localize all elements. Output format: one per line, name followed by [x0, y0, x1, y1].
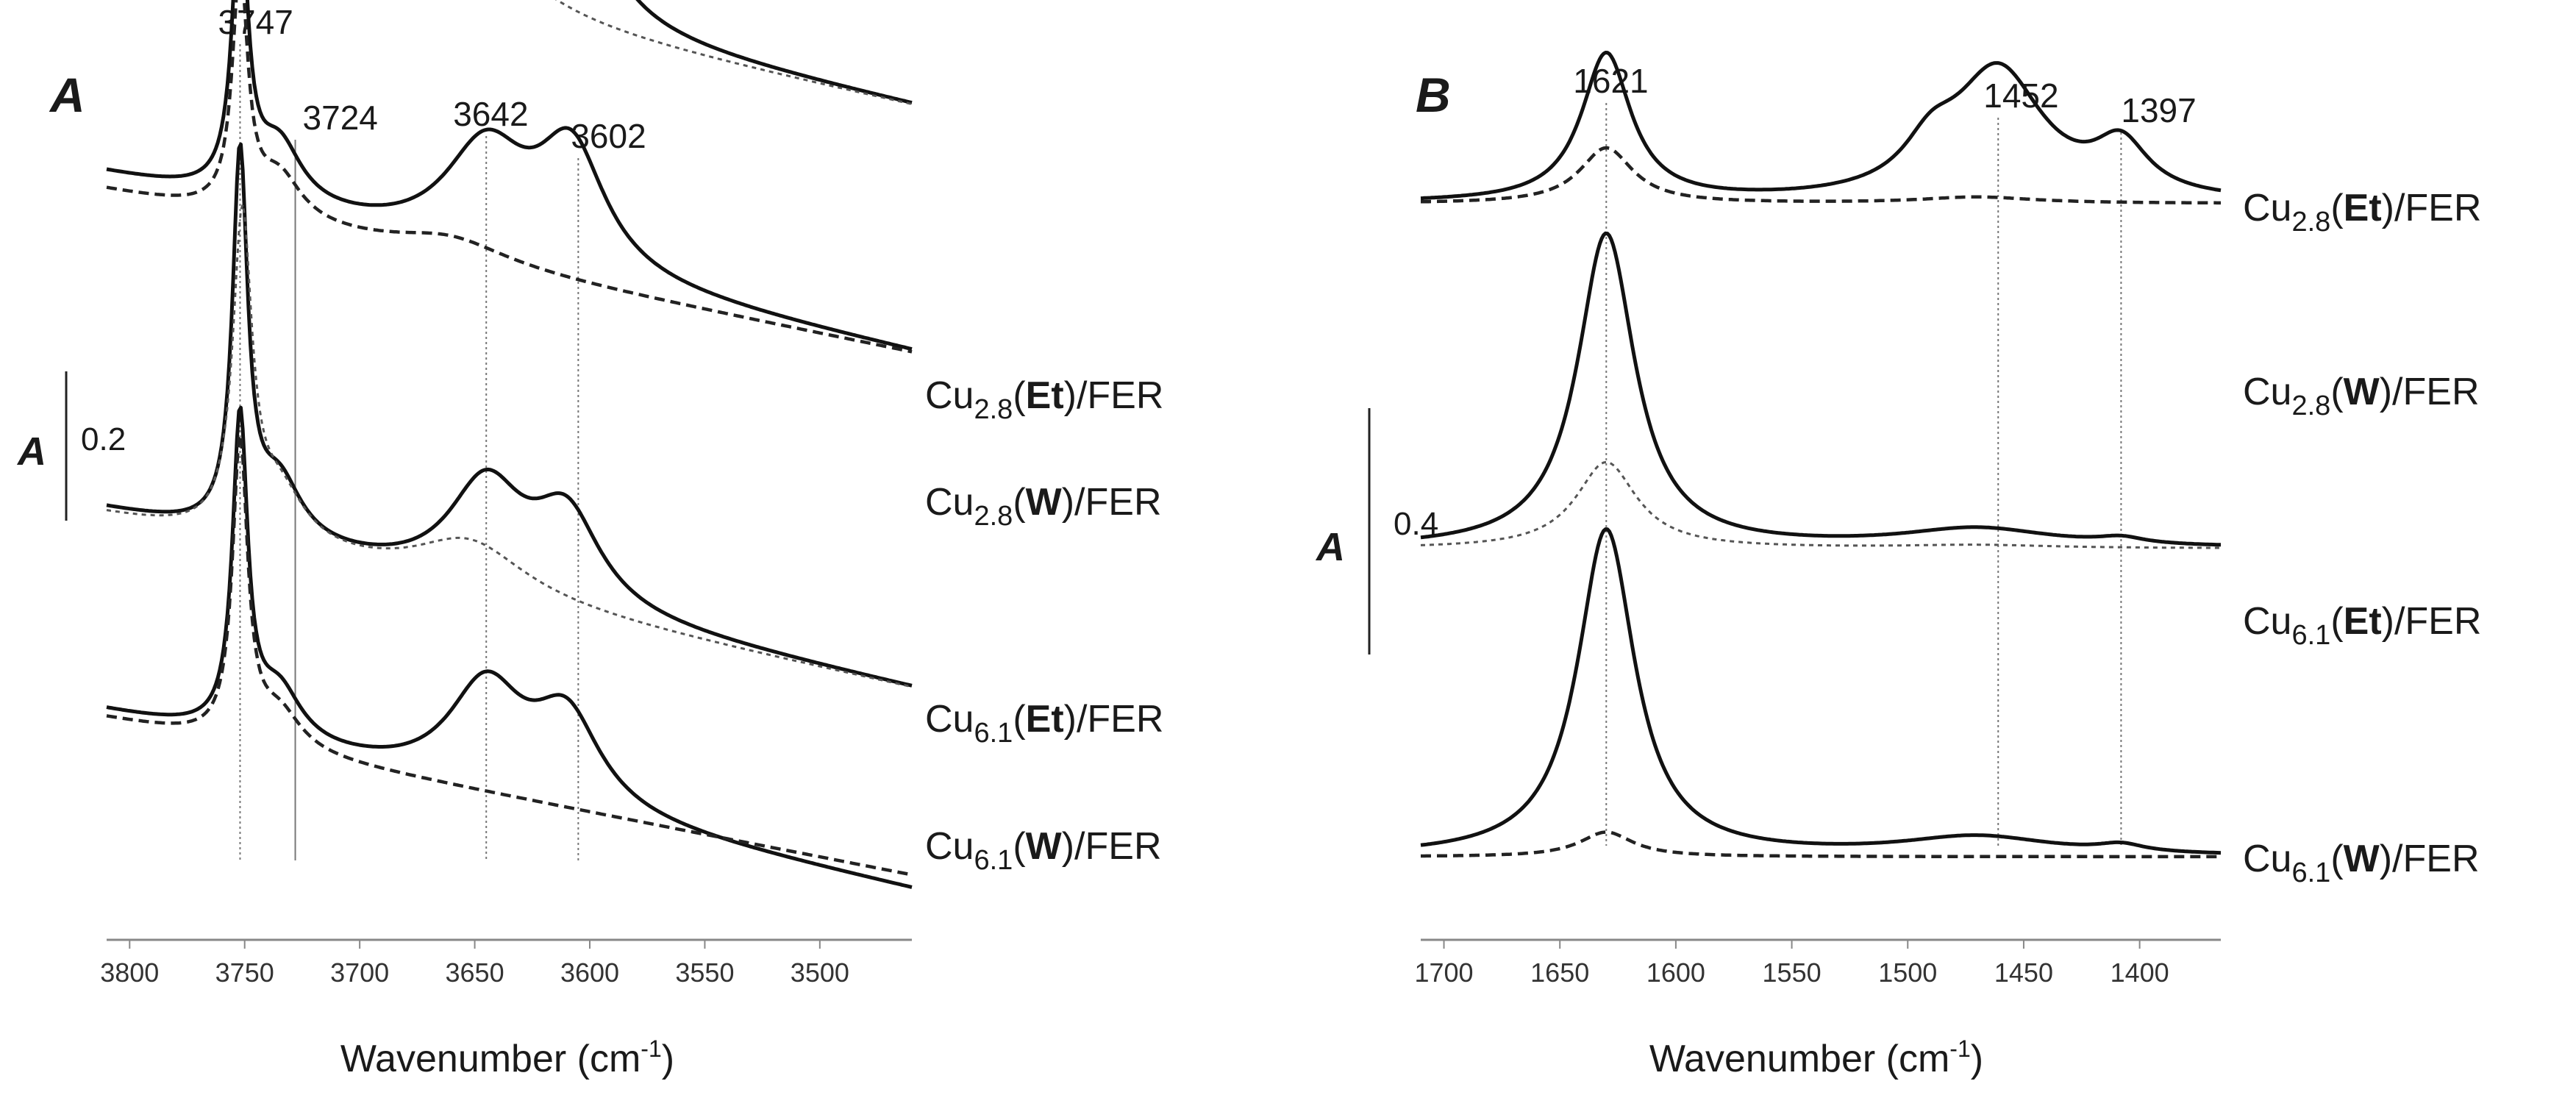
panel-b: B A 0.4 1621 1452 1397 Cu2.8(Et)/FERCu2.8(…	[1315, 51, 2481, 1080]
peak-marker-label: 3724	[303, 99, 378, 137]
series-label: Cu2.8(Et)/FER	[925, 374, 1163, 425]
x-tick-label: 1500	[1878, 957, 1937, 988]
x-tick-label: 3700	[330, 957, 389, 988]
series-label: Cu6.1(Et)/FER	[925, 698, 1163, 749]
panel-a-scale-label: 0.2	[81, 421, 126, 457]
reference-spectrum-line	[1421, 146, 2221, 205]
spectrum-line	[106, 0, 913, 352]
panel-a-x-ticks: 3800 3750 3700 3650 3600 3550 3500	[100, 940, 849, 988]
peak-marker-label: 3602	[571, 117, 646, 155]
reference-spectrum-line	[1421, 830, 2221, 859]
series-label: Cu2.8(Et)/FER	[2243, 187, 2481, 238]
panel-a-letter: A	[49, 68, 85, 122]
x-tick-label: 1650	[1530, 957, 1589, 988]
peak-marker-label: 3747	[218, 3, 293, 41]
panel-b-letter: B	[1416, 68, 1451, 122]
reference-spectrum-line	[1420, 461, 2221, 549]
x-tick-label: 1550	[1763, 957, 1822, 988]
spectrum-line	[106, 405, 913, 889]
x-tick-label: 3650	[446, 957, 504, 988]
x-tick-label: 3800	[100, 957, 159, 988]
spectrum-line	[1420, 527, 2222, 855]
reference-spectrum-line	[106, 433, 913, 877]
panel-b-y-symbol: A	[1315, 525, 1345, 569]
peak-marker-label: 1621	[1573, 62, 1648, 100]
x-tick-label: 1600	[1646, 957, 1705, 988]
series-label: Cu6.1(W)/FER	[2243, 838, 2480, 888]
panel-a-y-symbol: A	[16, 429, 46, 474]
series-label: Cu2.8(W)/FER	[2243, 371, 2480, 421]
series-label: Cu6.1(Et)/FER	[2243, 600, 2481, 651]
series-label: Cu2.8(W)/FER	[925, 481, 1162, 532]
panel-b-x-ticks: 1700 1650 1600 1550 1500 1450 1400	[1414, 940, 2169, 988]
x-tick-label: 1700	[1414, 957, 1473, 988]
panel-a-x-axis-label: Wavenumber (cm-1)	[340, 1035, 674, 1080]
spectrum-line	[1420, 51, 2222, 201]
panel-a-series-labels: Cu2.8(Et)/FER Cu2.8(W)/FER Cu6.1(Et)/FER Cu…	[925, 374, 1163, 876]
spectrum-line	[635, 0, 913, 105]
x-tick-label: 3550	[675, 957, 734, 988]
spectrum-line	[106, 142, 913, 688]
x-tick-label: 3500	[791, 957, 849, 988]
x-tick-label: 1400	[2111, 957, 2169, 988]
x-tick-label: 3600	[560, 957, 619, 988]
panel-a-spectra	[106, 0, 913, 889]
spectrum-line	[1420, 231, 2221, 547]
peak-marker-label: 1397	[2121, 91, 2196, 129]
peak-marker-label: 3642	[453, 95, 528, 133]
x-tick-label: 3750	[215, 957, 274, 988]
x-tick-label: 1450	[1994, 957, 2053, 988]
series-label: Cu6.1(W)/FER	[925, 825, 1162, 876]
reference-spectrum-line	[554, 0, 913, 105]
panel-b-spectra	[1420, 51, 2222, 859]
panel-b-x-axis-label: Wavenumber (cm-1)	[1649, 1035, 1983, 1080]
panel-b-peak-markers: 1621 1452 1397	[1573, 62, 2197, 846]
panel-b-series-labels: Cu2.8(Et)/FER Cu2.8(W)/FER Cu6.1(Et)/FER Cu…	[2243, 187, 2481, 888]
reference-spectrum-line	[106, 203, 913, 688]
